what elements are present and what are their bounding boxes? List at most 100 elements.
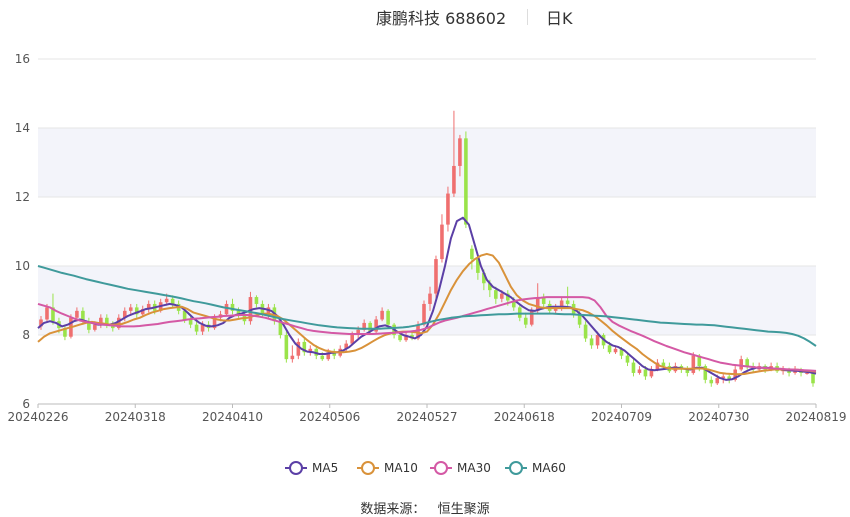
candle-body	[691, 355, 696, 373]
y-tick-label: 8	[22, 328, 30, 342]
candle-body	[248, 297, 253, 322]
legend-item-ma30[interactable]: MA30	[430, 458, 491, 478]
candle-body	[649, 369, 654, 377]
candle-body	[655, 362, 660, 370]
candle	[685, 366, 690, 377]
x-tick-label: 20240226	[7, 410, 68, 424]
candle-body	[595, 335, 600, 346]
candle	[637, 366, 642, 375]
candle-body	[739, 359, 743, 370]
candle-body	[434, 259, 438, 294]
candle-body	[146, 303, 151, 310]
candle-body	[505, 293, 510, 301]
candle-body	[236, 310, 241, 315]
candle	[476, 255, 480, 280]
y-axis: 6 8 10 12 14 16	[15, 52, 30, 411]
candle-body	[230, 303, 235, 311]
candle	[248, 291, 253, 325]
candle-body	[368, 322, 372, 332]
chart-title-row: 康鹏科技 688602 日K	[0, 5, 850, 29]
candle-body	[87, 321, 91, 330]
candle	[589, 335, 594, 349]
candle-body	[619, 348, 624, 356]
legend-item-ma5[interactable]: MA5	[285, 458, 338, 478]
candle-body	[703, 366, 708, 380]
candle-body	[362, 322, 366, 330]
candle-body	[631, 362, 636, 373]
candle	[434, 255, 438, 301]
y-tick-label: 14	[15, 121, 30, 135]
candle-body	[727, 376, 732, 380]
candle	[194, 321, 199, 335]
candle	[146, 300, 151, 313]
candle	[302, 338, 307, 356]
grid-band	[38, 128, 816, 197]
ma-line-ma30	[37, 296, 817, 372]
candle-body	[625, 355, 630, 363]
candle	[332, 348, 337, 360]
x-tick-label: 20240618	[494, 410, 555, 424]
candle-body	[386, 310, 390, 325]
candle-body	[122, 310, 127, 318]
x-tick-label: 20240527	[396, 410, 457, 424]
candle-body	[302, 341, 307, 353]
candle-body	[320, 355, 325, 360]
candle-body	[446, 193, 450, 225]
candle-body	[284, 335, 289, 360]
candle	[440, 214, 444, 263]
candle	[290, 345, 295, 363]
candle	[583, 321, 588, 342]
candle-body	[224, 303, 229, 315]
x-tick-label: 20240506	[299, 410, 360, 424]
candle	[625, 352, 630, 367]
y-tick-label: 6	[22, 397, 30, 411]
candle-body	[170, 298, 175, 304]
candle-body	[523, 317, 528, 325]
x-tick-label: 20240819	[785, 410, 846, 424]
candle	[284, 331, 289, 363]
candle	[739, 355, 743, 372]
candle	[254, 295, 259, 308]
candle-body	[488, 283, 492, 291]
candle-body	[500, 293, 504, 299]
chart-period: 日K	[546, 9, 573, 28]
candle-body	[721, 376, 726, 379]
candle-body	[529, 310, 534, 325]
candle-body	[308, 348, 313, 353]
candle	[649, 366, 654, 379]
candle	[380, 307, 384, 322]
candle-body	[350, 335, 354, 344]
candle	[446, 186, 450, 232]
candle	[470, 245, 474, 270]
legend-marker-ma30	[430, 461, 452, 475]
candle-body	[134, 307, 139, 315]
x-tick-label: 20240709	[591, 410, 652, 424]
candle-body	[344, 343, 349, 349]
candle	[87, 317, 91, 334]
source-label: 数据来源：	[360, 502, 426, 517]
candle-body	[398, 335, 402, 341]
candle-body	[470, 248, 474, 260]
candle-body	[511, 300, 516, 308]
candle	[374, 316, 378, 334]
candle	[344, 340, 349, 353]
legend-marker-ma10	[357, 461, 379, 475]
candle-body	[404, 335, 408, 341]
candle-body	[105, 317, 109, 325]
legend-item-ma10[interactable]: MA10	[357, 458, 418, 478]
candle-body	[583, 324, 588, 339]
candle-body	[63, 328, 67, 337]
candle-body	[254, 297, 259, 304]
candle-body	[517, 307, 522, 318]
legend-label-ma60: MA60	[532, 461, 566, 475]
candle-body	[428, 293, 432, 304]
candle-body	[278, 321, 283, 335]
x-tick-label: 20240410	[202, 410, 263, 424]
candle-body	[128, 307, 133, 311]
candle	[517, 303, 522, 322]
y-tick-label: 12	[15, 190, 30, 204]
candle-body	[99, 317, 103, 325]
legend-item-ma60[interactable]: MA60	[505, 458, 566, 478]
candle-body	[745, 359, 749, 367]
candle-body	[182, 310, 187, 320]
